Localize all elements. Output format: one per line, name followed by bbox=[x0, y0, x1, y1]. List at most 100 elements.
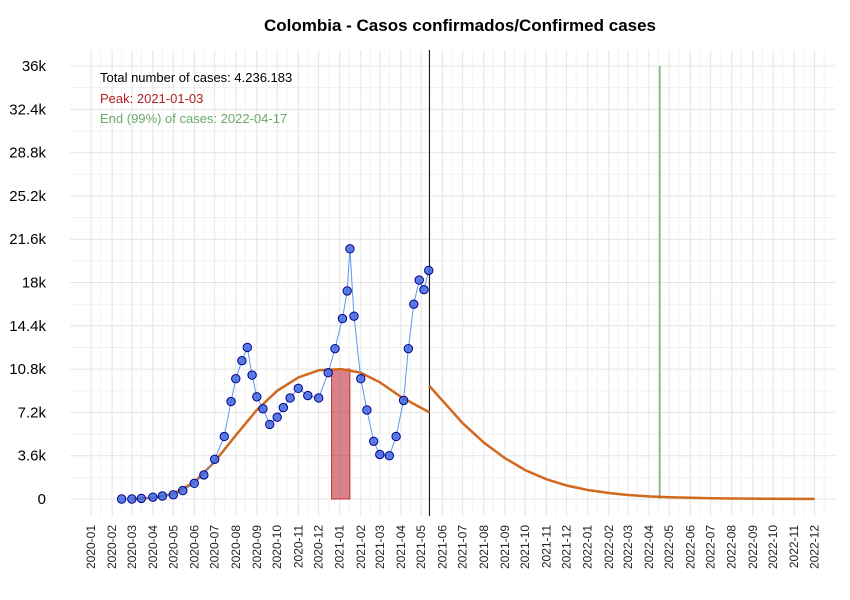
x-tick-label: 2021-01 bbox=[333, 525, 347, 569]
data-point bbox=[303, 390, 313, 401]
x-tick-label: 2022-11 bbox=[787, 525, 801, 568]
x-tick-label: 2021-07 bbox=[456, 525, 470, 569]
x-tick-label: 2021-09 bbox=[498, 525, 512, 569]
x-tick-label: 2020-10 bbox=[270, 525, 284, 569]
data-point bbox=[278, 402, 289, 413]
x-tick-label: 2020-03 bbox=[125, 525, 139, 569]
data-point bbox=[384, 451, 395, 461]
x-tick-label: 2022-10 bbox=[766, 525, 780, 569]
x-tick-label: 2022-02 bbox=[602, 525, 616, 569]
x-tick-label: 2022-07 bbox=[704, 525, 718, 569]
data-point bbox=[398, 395, 409, 406]
y-tick-label: 0 bbox=[38, 491, 46, 508]
y-tick-label: 28.8k bbox=[9, 145, 46, 162]
x-tick-label: 2021-12 bbox=[560, 525, 574, 569]
x-tick-label: 2021-05 bbox=[414, 525, 428, 569]
x-tick-label: 2021-10 bbox=[518, 525, 532, 569]
x-tick-label: 2021-04 bbox=[394, 525, 408, 569]
data-point bbox=[345, 244, 355, 254]
y-tick-label: 3.6k bbox=[18, 448, 47, 465]
x-tick-label: 2022-09 bbox=[746, 525, 760, 569]
data-point bbox=[349, 311, 359, 321]
y-axis-ticks: 0 3.6k 7.2k 10.8k 14.4k 18k 21.6k 25.2k 28.8k 32.… bbox=[9, 58, 46, 508]
data-point bbox=[157, 491, 168, 501]
data-point bbox=[356, 374, 366, 384]
x-tick-label: 2020-08 bbox=[229, 525, 243, 569]
x-tick-label: 2021-06 bbox=[435, 525, 449, 569]
data-point bbox=[178, 485, 188, 496]
data-point bbox=[323, 368, 333, 378]
data-point bbox=[313, 393, 324, 403]
y-tick-label: 7.2k bbox=[18, 404, 47, 421]
data-point bbox=[219, 431, 229, 442]
data-point bbox=[330, 343, 340, 354]
data-point bbox=[252, 392, 262, 402]
x-tick-label: 2020-05 bbox=[166, 525, 180, 569]
x-tick-label: 2022-04 bbox=[642, 525, 656, 569]
x-tick-label: 2021-11 bbox=[539, 525, 553, 568]
vertical-lines bbox=[428, 50, 661, 516]
y-tick-label: 10.8k bbox=[9, 361, 46, 378]
peak-band bbox=[331, 368, 351, 500]
data-point bbox=[226, 396, 236, 407]
x-tick-label: 2022-03 bbox=[621, 525, 635, 569]
data-point bbox=[391, 431, 401, 442]
x-tick-label: 2020-09 bbox=[250, 525, 264, 569]
data-point bbox=[368, 436, 379, 446]
x-tick-label: 2021-02 bbox=[354, 525, 368, 569]
x-tick-label: 2020-01 bbox=[84, 525, 98, 569]
data-point bbox=[419, 285, 429, 295]
data-point bbox=[272, 412, 282, 422]
observed-line bbox=[121, 248, 430, 500]
data-point bbox=[168, 490, 178, 500]
observed-points bbox=[116, 244, 434, 504]
x-tick-label: 2020-06 bbox=[187, 525, 201, 569]
x-tick-label: 2022-05 bbox=[662, 525, 676, 569]
data-point bbox=[414, 275, 424, 285]
x-tick-label: 2020-11 bbox=[291, 525, 305, 568]
data-point bbox=[199, 470, 209, 480]
x-tick-label: 2020-07 bbox=[208, 525, 222, 569]
data-point bbox=[116, 494, 127, 504]
grid bbox=[70, 50, 835, 516]
x-tick-label: 2022-06 bbox=[683, 525, 697, 569]
y-tick-label: 36k bbox=[22, 58, 47, 75]
data-point bbox=[424, 265, 434, 276]
data-point bbox=[362, 405, 372, 415]
data-point bbox=[136, 493, 147, 504]
data-point bbox=[285, 393, 295, 403]
data-point bbox=[258, 404, 268, 414]
end-annotation: End (99%) of cases: 2022-04-17 bbox=[100, 111, 287, 126]
data-point bbox=[148, 492, 158, 502]
x-tick-label: 2021-08 bbox=[477, 525, 491, 569]
y-tick-label: 21.6k bbox=[9, 231, 46, 248]
x-tick-label: 2022-08 bbox=[725, 525, 739, 569]
data-point bbox=[265, 419, 275, 430]
total-cases-annotation: Total number of cases: 4.236.183 bbox=[100, 70, 292, 85]
data-point bbox=[237, 355, 247, 366]
y-tick-label: 32.4k bbox=[9, 101, 46, 118]
peak-annotation: Peak: 2021-01-03 bbox=[100, 91, 203, 106]
data-point bbox=[231, 374, 241, 384]
x-tick-label: 2020-04 bbox=[146, 525, 160, 569]
data-point bbox=[409, 299, 419, 309]
data-point bbox=[210, 454, 220, 465]
data-point bbox=[189, 478, 200, 489]
y-tick-label: 25.2k bbox=[9, 188, 46, 205]
data-point bbox=[127, 494, 137, 504]
x-tick-label: 2020-12 bbox=[312, 525, 326, 569]
data-point bbox=[375, 449, 385, 460]
data-point bbox=[247, 370, 257, 380]
projection-curve bbox=[428, 385, 815, 501]
data-point bbox=[242, 342, 253, 353]
chart-title: Colombia - Casos confirmados/Confirmed c… bbox=[264, 16, 656, 35]
x-axis-ticks: 2020-01 2020-02 2020-03 2020-04 2020-05 2020-… bbox=[84, 525, 822, 569]
x-tick-label: 2021-03 bbox=[373, 525, 387, 569]
data-point bbox=[403, 343, 414, 354]
y-tick-label: 14.4k bbox=[9, 318, 46, 335]
x-tick-label: 2022-12 bbox=[808, 525, 822, 569]
peak-band-layer bbox=[331, 368, 351, 500]
y-tick-label: 18k bbox=[22, 275, 47, 292]
data-point bbox=[342, 286, 352, 296]
